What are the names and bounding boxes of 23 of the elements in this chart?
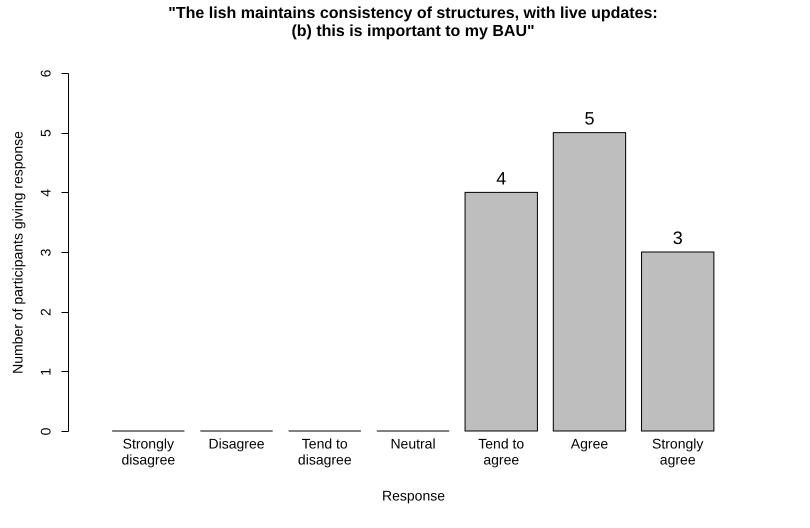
y-tick-label: 2 (38, 308, 54, 316)
x-tick-label: Neutral (390, 436, 436, 452)
chart-title: "The lish maintains consistency of structures, with live updates: (b) this is important to my BAU" (168, 5, 658, 40)
bar (552, 132, 626, 432)
y-axis-title: Number of participants giving response (10, 130, 26, 374)
bar (641, 252, 714, 432)
y-tick-label: 6 (38, 69, 54, 78)
y-tick-label: 5 (38, 129, 54, 138)
bar (464, 192, 538, 432)
y-tick-label: 0 (38, 427, 54, 436)
data-label: 4 (496, 168, 506, 188)
data-label: 5 (584, 108, 594, 129)
x-tick-label: Agree (570, 436, 608, 452)
x-tick-label: Strongly disagree (121, 436, 176, 468)
y-tick-label: 3 (38, 248, 54, 256)
x-tick-label: Disagree (208, 436, 265, 452)
x-tick-label: Strongly agree (652, 436, 704, 468)
y-tick-label: 4 (38, 188, 54, 197)
y-tick-label: 1 (38, 368, 54, 376)
x-tick-label: Tend to disagree (298, 436, 352, 468)
x-axis-title: Response (382, 488, 446, 504)
data-label: 3 (672, 228, 683, 248)
x-tick-label: Tend to agree (478, 436, 524, 468)
